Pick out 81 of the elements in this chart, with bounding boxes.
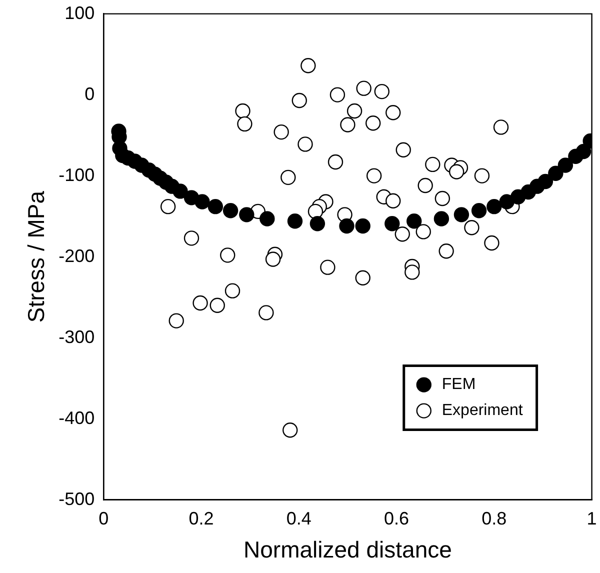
point — [374, 84, 390, 100]
point — [464, 220, 480, 236]
x-tick-label: 0.6 — [384, 508, 410, 529]
point — [558, 158, 574, 173]
point — [237, 116, 252, 132]
y-tick-label: 0 — [84, 84, 95, 104]
point — [210, 298, 225, 313]
point — [298, 136, 313, 152]
point — [258, 305, 274, 320]
x-tick-label: 0 — [98, 508, 109, 529]
x-tick-label: 0.2 — [188, 508, 214, 529]
point — [328, 154, 344, 170]
y-tick-label: -100 — [58, 164, 95, 185]
point — [287, 214, 303, 229]
point — [239, 207, 254, 222]
point — [320, 260, 336, 275]
point — [340, 117, 356, 132]
point — [355, 218, 370, 234]
point — [235, 103, 250, 119]
y-tick-label: -500 — [58, 488, 95, 509]
point — [454, 207, 470, 222]
point — [224, 283, 240, 298]
y-tick-label: 100 — [64, 2, 95, 23]
point — [486, 198, 502, 214]
point — [220, 248, 236, 263]
point — [282, 422, 298, 438]
legend-label: FEM — [442, 376, 476, 394]
point — [425, 156, 440, 172]
point — [339, 218, 354, 234]
x-tick-label: 0.8 — [482, 508, 507, 529]
x-axis-title: Normalized distance — [244, 536, 452, 563]
point — [406, 214, 422, 229]
point — [172, 184, 188, 199]
point — [280, 170, 296, 186]
point — [434, 190, 450, 206]
point — [418, 178, 433, 194]
point — [448, 164, 464, 180]
point — [184, 230, 200, 246]
y-tick-label: -400 — [58, 408, 95, 428]
point — [493, 120, 509, 135]
point — [434, 211, 450, 226]
point — [499, 194, 514, 210]
point — [260, 211, 275, 226]
point — [208, 198, 224, 214]
point — [386, 193, 401, 209]
point — [355, 270, 370, 286]
point — [265, 252, 281, 267]
point — [538, 174, 554, 190]
legend-label: Experiment — [442, 402, 524, 420]
y-tick-label: -200 — [58, 246, 95, 266]
point — [292, 92, 307, 108]
point — [396, 142, 411, 158]
point — [274, 124, 289, 140]
point — [366, 116, 381, 131]
point — [168, 313, 184, 328]
point — [222, 203, 238, 218]
point — [192, 295, 208, 311]
point — [386, 105, 401, 120]
x-tick-label: 0.4 — [286, 508, 312, 529]
point — [416, 224, 431, 240]
point — [474, 168, 490, 184]
point — [346, 103, 362, 119]
y-tick-label: -300 — [58, 326, 95, 347]
point — [438, 244, 454, 259]
point — [366, 168, 382, 184]
point — [576, 144, 592, 160]
point — [160, 198, 176, 214]
x-tick-label: 1 — [586, 508, 597, 529]
point — [484, 235, 500, 251]
point — [308, 204, 324, 220]
point — [356, 80, 372, 96]
point — [384, 216, 400, 232]
point — [548, 166, 564, 181]
point — [194, 194, 210, 210]
point — [330, 87, 346, 102]
y-axis-title: Stress / MPa — [23, 190, 50, 323]
point — [310, 216, 326, 232]
point — [300, 58, 316, 74]
point — [471, 203, 487, 218]
point — [394, 226, 410, 242]
point — [404, 264, 420, 280]
